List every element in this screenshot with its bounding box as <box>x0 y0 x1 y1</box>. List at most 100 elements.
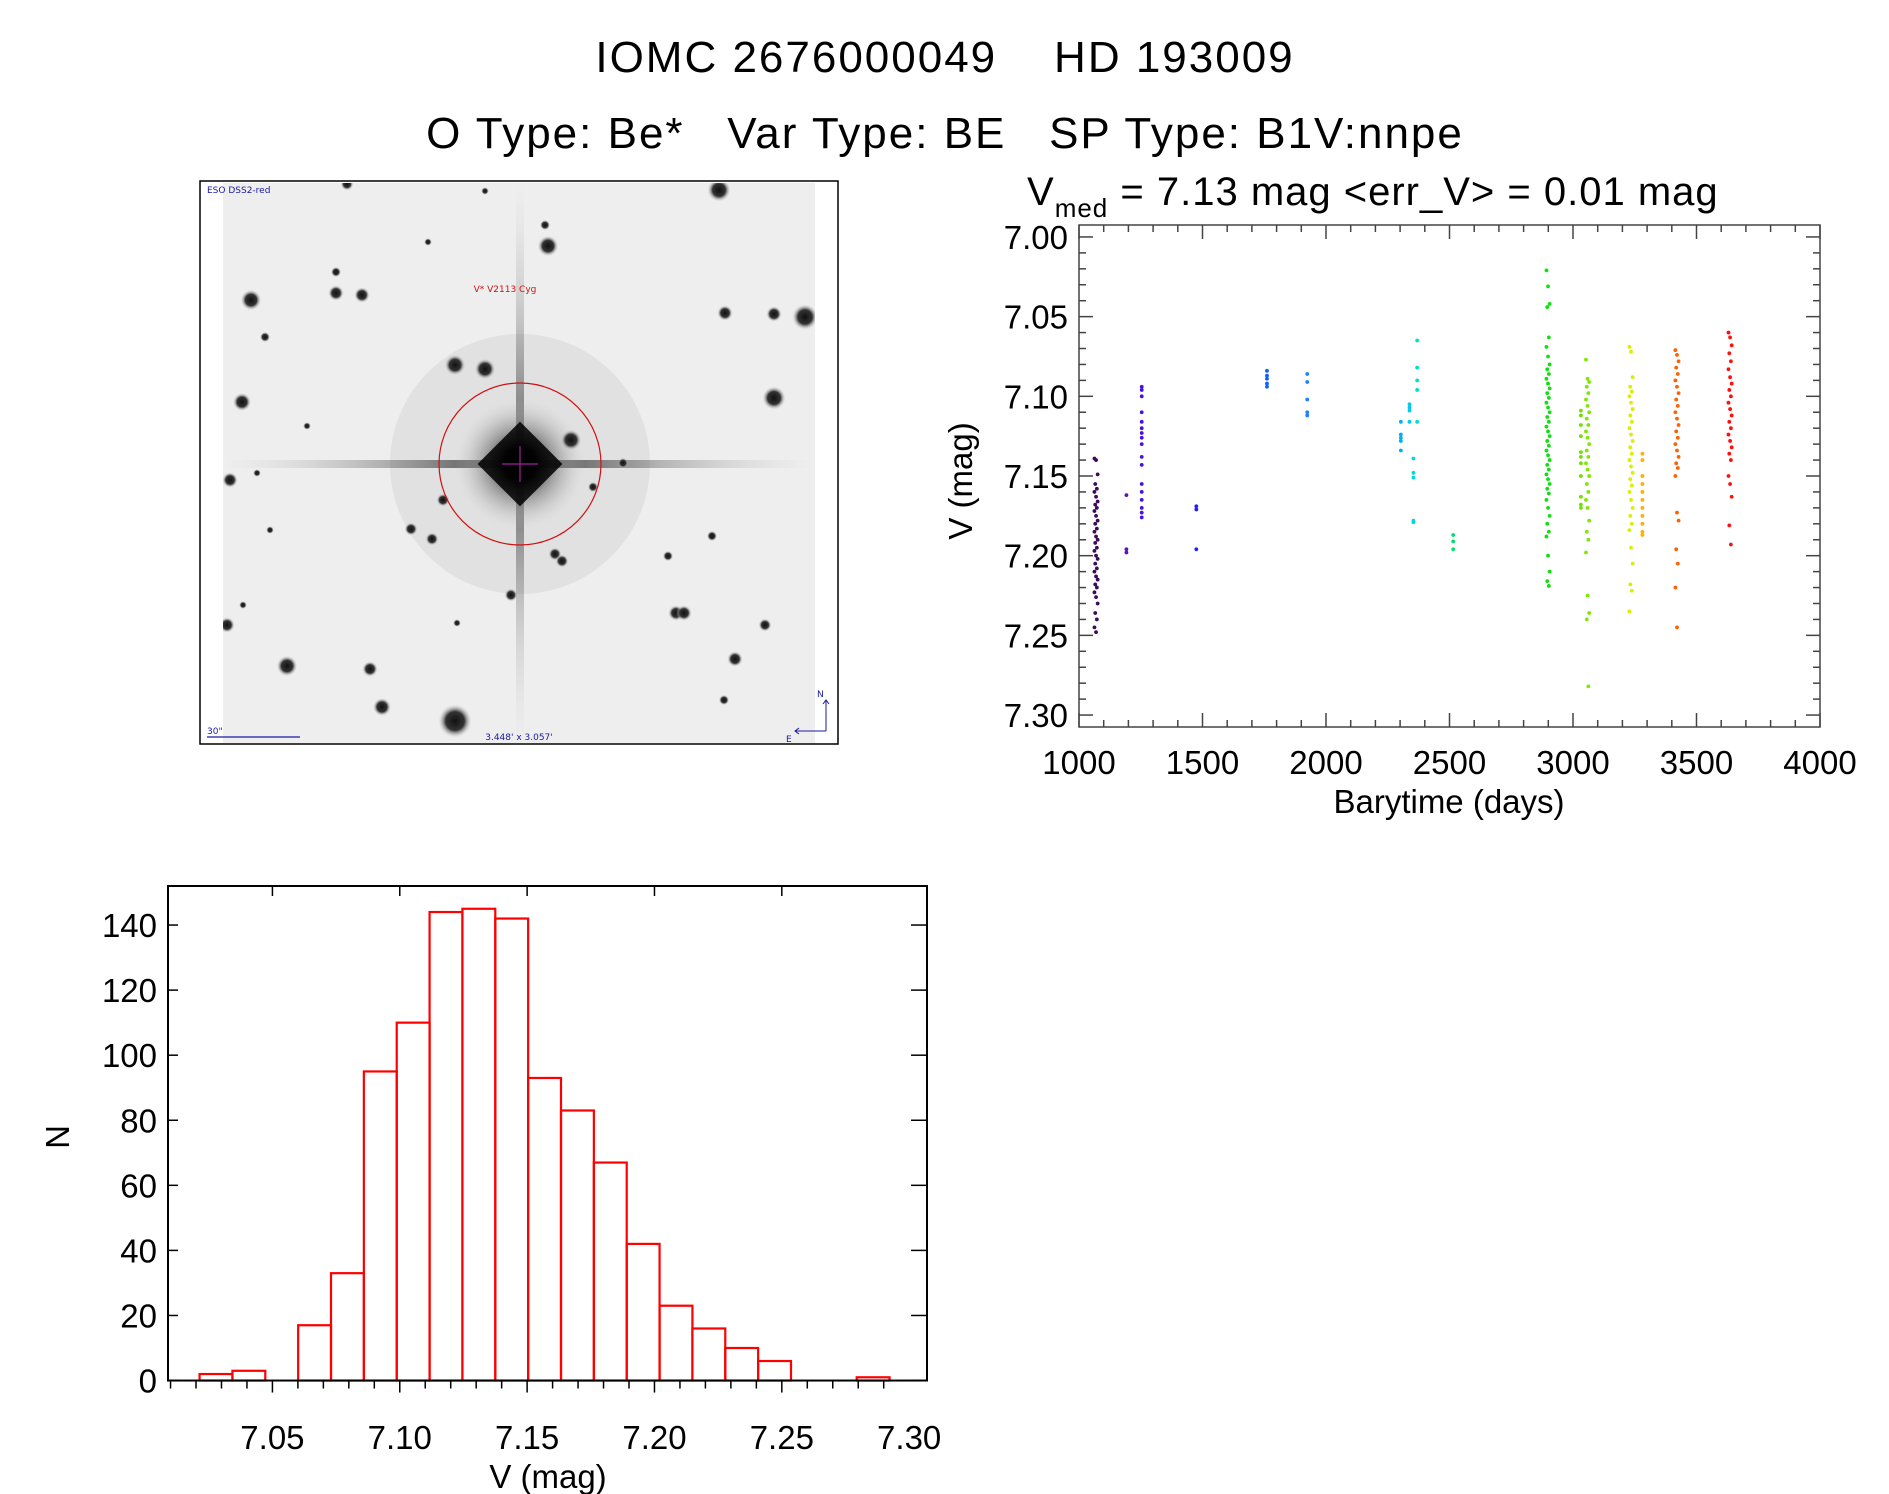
data-point <box>1093 582 1098 587</box>
data-point <box>1544 424 1549 429</box>
data-point <box>1640 529 1645 534</box>
data-point <box>1305 413 1310 418</box>
data-point <box>1093 482 1098 486</box>
data-point <box>1411 456 1416 461</box>
field-star <box>330 266 342 278</box>
data-point <box>1640 458 1645 462</box>
data-point <box>1630 561 1635 566</box>
data-point <box>1139 510 1144 515</box>
data-point <box>1546 553 1550 558</box>
light-curve-plot: Vmed = 7.13 mag <err_V> = 0.01 mag 1000 1… <box>942 170 1857 820</box>
data-point <box>1675 510 1679 515</box>
data-point <box>1729 494 1734 499</box>
data-point <box>1546 405 1550 410</box>
y-tick-label: 0 <box>139 1363 157 1400</box>
data-point <box>1545 486 1550 491</box>
data-point <box>1674 429 1679 434</box>
data-point <box>1584 550 1588 555</box>
data-point <box>1546 467 1551 472</box>
data-point <box>1629 483 1634 488</box>
data-point <box>1675 416 1679 421</box>
data-point <box>1629 400 1633 405</box>
data-point <box>1094 553 1098 558</box>
data-point <box>1265 381 1269 386</box>
histogram-bar <box>658 1304 694 1382</box>
x-tick-label: 2000 <box>1289 744 1362 781</box>
data-point <box>1729 343 1734 348</box>
data-point <box>1544 376 1549 381</box>
data-point <box>1630 505 1635 510</box>
data-point <box>1407 405 1412 410</box>
data-point <box>1675 448 1679 453</box>
data-point <box>1545 439 1550 443</box>
data-point <box>1587 474 1592 478</box>
data-point <box>1094 534 1098 539</box>
histogram-bar <box>329 1272 365 1382</box>
scale-label: 30" <box>207 727 223 737</box>
data-point <box>1584 416 1589 421</box>
data-point <box>1094 617 1099 622</box>
data-point <box>1095 556 1100 561</box>
data-point <box>1124 550 1129 555</box>
field-star <box>676 605 692 621</box>
field-star <box>758 618 772 632</box>
data-point <box>1629 419 1634 424</box>
data-point <box>1094 630 1098 635</box>
field-star <box>239 601 247 609</box>
data-point <box>1546 354 1550 359</box>
data-point <box>1675 435 1680 440</box>
histogram-bar <box>592 1161 628 1382</box>
data-point <box>1584 529 1589 534</box>
data-point <box>1630 470 1635 475</box>
data-point <box>1629 498 1633 502</box>
field-star <box>662 550 674 562</box>
data-point <box>1095 537 1100 542</box>
data-point <box>1587 442 1592 447</box>
data-point <box>1545 579 1550 584</box>
data-point <box>1265 384 1269 389</box>
field-star <box>328 285 344 301</box>
data-point <box>1451 533 1456 537</box>
data-point <box>1673 348 1678 353</box>
field-star <box>223 472 238 488</box>
x-tick-label: 7.05 <box>240 1419 304 1456</box>
data-point <box>1547 458 1552 462</box>
data-point <box>1676 359 1681 364</box>
data-point <box>1627 528 1632 533</box>
data-point <box>1544 534 1549 539</box>
data-point <box>1139 431 1144 435</box>
data-point <box>1305 380 1310 384</box>
data-point <box>1415 419 1420 424</box>
field-star <box>504 588 518 602</box>
histogram-bar <box>559 1109 595 1382</box>
field-star <box>425 532 439 546</box>
data-point <box>1640 451 1645 456</box>
field-star <box>706 530 718 542</box>
data-point <box>1093 541 1098 545</box>
data-point <box>1194 504 1199 509</box>
data-point <box>1544 400 1549 405</box>
histogram-bar <box>395 1021 431 1382</box>
data-point <box>1139 384 1144 389</box>
histogram-bar <box>461 907 497 1382</box>
histogram-bar <box>297 1324 333 1382</box>
field-star <box>240 289 262 311</box>
histogram-bar <box>625 1242 661 1382</box>
data-point <box>1095 499 1100 504</box>
data-point <box>1305 397 1310 402</box>
x-tick-label: 4000 <box>1783 744 1856 781</box>
data-point <box>1729 381 1734 386</box>
data-point <box>1726 367 1731 372</box>
data-point <box>1673 442 1678 447</box>
data-point <box>1139 498 1144 502</box>
data-point <box>1584 461 1588 466</box>
data-point <box>1305 372 1310 376</box>
y-tick-label: 7.05 <box>1004 299 1068 336</box>
data-point <box>1094 526 1099 531</box>
data-point <box>1585 435 1590 440</box>
data-point <box>1587 380 1592 384</box>
data-point <box>1545 367 1550 372</box>
data-point <box>1547 482 1552 486</box>
data-point <box>1547 301 1552 306</box>
data-point <box>1398 439 1403 443</box>
